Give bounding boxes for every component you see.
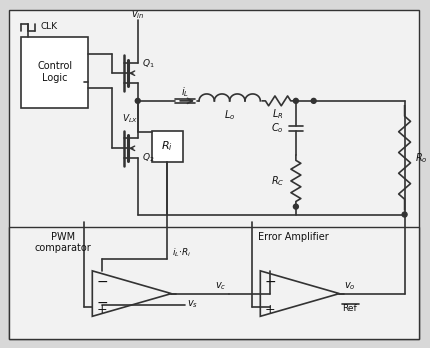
Text: comparator: comparator bbox=[34, 243, 91, 253]
Text: CLK: CLK bbox=[41, 22, 58, 31]
Circle shape bbox=[293, 98, 298, 103]
Text: $v_s$: $v_s$ bbox=[186, 298, 197, 310]
Text: −: − bbox=[96, 296, 108, 310]
Text: +: + bbox=[264, 303, 275, 316]
Text: −: − bbox=[96, 275, 108, 289]
Text: $i_L{\cdot}R_i$: $i_L{\cdot}R_i$ bbox=[172, 247, 191, 259]
Text: $R_C$: $R_C$ bbox=[270, 174, 283, 188]
Text: $i_L$: $i_L$ bbox=[181, 85, 189, 99]
Text: +: + bbox=[97, 303, 107, 316]
Text: Ref: Ref bbox=[341, 304, 356, 314]
Circle shape bbox=[310, 98, 316, 103]
Text: $v_o$: $v_o$ bbox=[344, 280, 355, 292]
Text: $L_R$: $L_R$ bbox=[272, 107, 283, 121]
Text: $C_o$: $C_o$ bbox=[271, 121, 283, 135]
Bar bbox=[9, 227, 418, 339]
Circle shape bbox=[401, 212, 406, 217]
Text: $v_{in}$: $v_{in}$ bbox=[131, 9, 144, 21]
Text: $R_o$: $R_o$ bbox=[415, 151, 427, 165]
Text: −: − bbox=[264, 275, 275, 289]
Bar bbox=[21, 37, 88, 108]
Text: $L_o$: $L_o$ bbox=[224, 108, 235, 121]
Text: Logic: Logic bbox=[42, 73, 68, 83]
Text: $v_c$: $v_c$ bbox=[215, 280, 226, 292]
Bar bbox=[151, 130, 183, 162]
Text: $Q_2$: $Q_2$ bbox=[141, 152, 154, 165]
Text: Control: Control bbox=[37, 61, 72, 71]
Text: Error Amplifier: Error Amplifier bbox=[257, 232, 328, 242]
Circle shape bbox=[135, 98, 140, 103]
Text: $Q_1$: $Q_1$ bbox=[141, 57, 154, 70]
Text: $V_{LX}$: $V_{LX}$ bbox=[122, 112, 138, 125]
Text: $R_i$: $R_i$ bbox=[161, 140, 173, 153]
Circle shape bbox=[293, 204, 298, 209]
Text: PWM: PWM bbox=[50, 232, 74, 242]
